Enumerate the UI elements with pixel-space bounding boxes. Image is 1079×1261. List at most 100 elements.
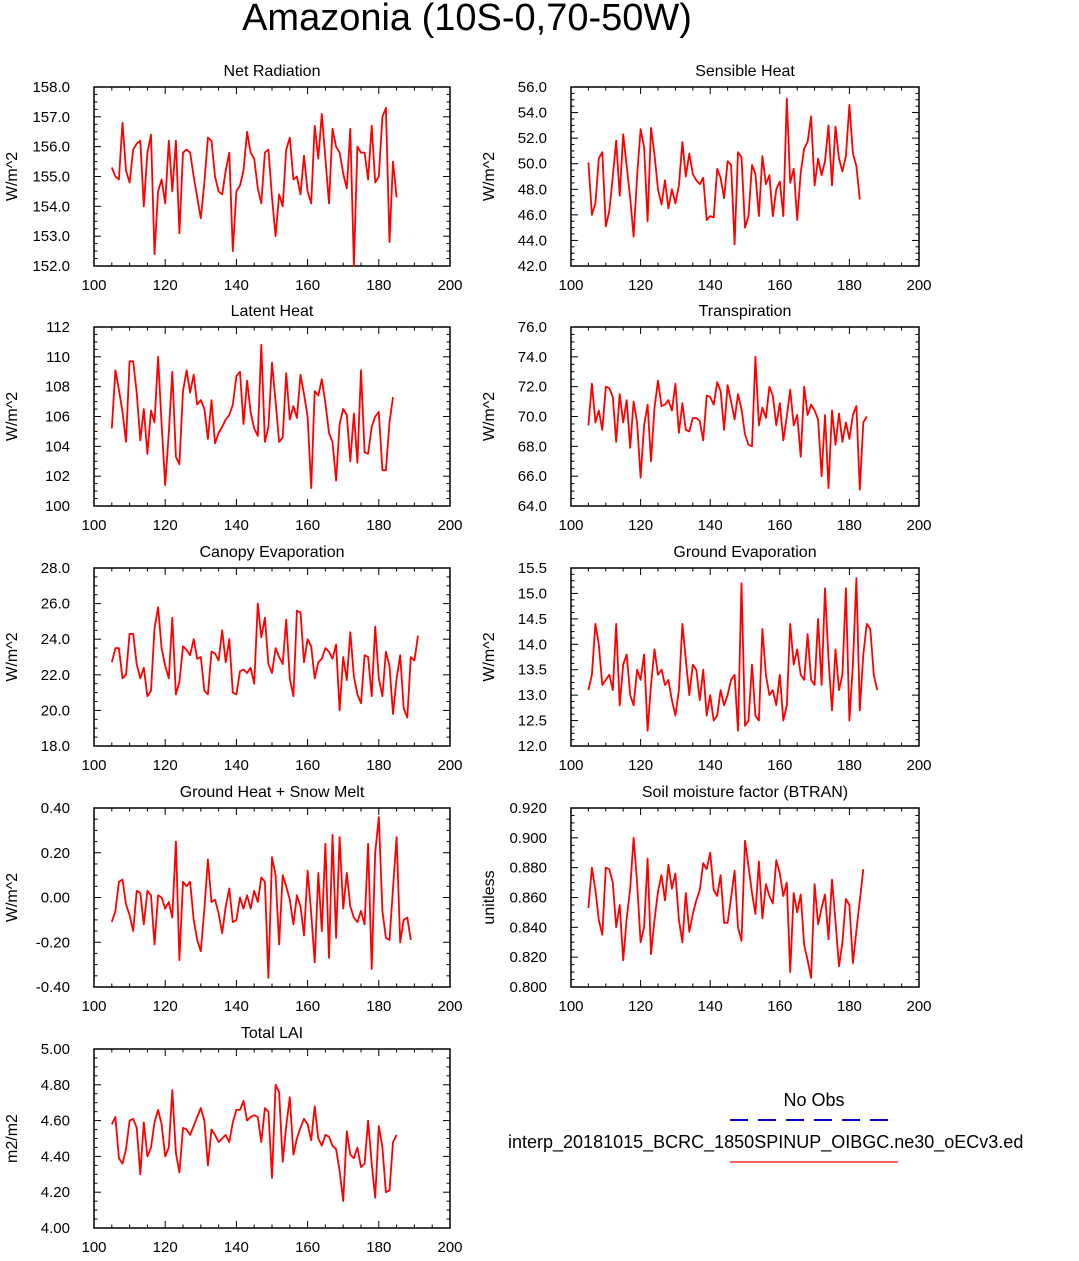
y-tick-label: 0.20 (41, 845, 70, 862)
y-tick-label: 157.0 (32, 109, 70, 126)
x-tick-label: 120 (628, 757, 653, 774)
x-tick-label: 180 (837, 998, 862, 1015)
series-line (110, 1083, 398, 1202)
y-axis-label: W/m^2 (481, 632, 498, 681)
y-axis-label: m2/m2 (4, 1114, 21, 1163)
y-tick-label: 15.0 (518, 585, 547, 602)
y-tick-label: 0.900 (509, 830, 547, 847)
y-tick-label: 158.0 (32, 79, 70, 96)
y-tick-label: 46.0 (518, 207, 547, 224)
y-tick-label: 72.0 (518, 379, 547, 396)
y-tick-label: 42.0 (518, 258, 547, 275)
y-tick-label: 4.20 (41, 1184, 70, 1201)
y-tick-label: 152.0 (32, 258, 70, 275)
series-line (110, 343, 394, 490)
y-tick-label: 0.40 (41, 800, 70, 817)
x-tick-label: 160 (295, 517, 320, 534)
x-tick-label: 160 (767, 517, 792, 534)
y-tick-label: 66.0 (518, 468, 547, 485)
x-tick-label: 100 (81, 998, 106, 1015)
x-tick-label: 200 (906, 998, 931, 1015)
y-tick-label: 64.0 (518, 498, 547, 515)
x-tick-label: 180 (837, 517, 862, 534)
x-tick-label: 180 (366, 757, 391, 774)
x-tick-label: 140 (224, 1239, 249, 1256)
plot-frame (93, 1048, 451, 1229)
y-tick-label: 52.0 (518, 130, 547, 147)
y-tick-label: 106 (45, 409, 70, 426)
x-tick-label: 140 (224, 517, 249, 534)
series-line (587, 355, 868, 491)
legend: No Obs interp_20181015_BCRC_1850SPINUP_O… (508, 1090, 1023, 1163)
y-tick-label: 0.840 (509, 919, 547, 936)
x-tick-label: 140 (698, 757, 723, 774)
panel-title: Soil moisture factor (BTRAN) (642, 784, 848, 801)
y-axis-label: W/m^2 (4, 873, 21, 922)
y-tick-label: 24.0 (41, 631, 70, 648)
y-axis-label: W/m^2 (4, 632, 21, 681)
y-axis-label: W/m^2 (481, 392, 498, 441)
x-tick-label: 160 (295, 1239, 320, 1256)
y-tick-label: 155.0 (32, 169, 70, 186)
x-tick-label: 120 (153, 1239, 178, 1256)
y-tick-label: 154.0 (32, 198, 70, 215)
y-tick-label: 112 (46, 319, 70, 336)
series-line (110, 107, 398, 267)
y-tick-label: 18.0 (41, 738, 70, 755)
y-tick-label: 0.800 (509, 979, 547, 996)
x-tick-label: 120 (153, 277, 178, 294)
y-tick-label: 13.0 (518, 687, 547, 704)
panel-transpiration: 100 120 140 160 180 200 64.0 66.0 68.0 70.0 72.0 74… (481, 303, 932, 534)
y-tick-label: 110 (46, 349, 70, 366)
x-tick-label: 200 (906, 277, 931, 294)
y-tick-label: 4.40 (41, 1148, 70, 1165)
y-tick-label: 54.0 (518, 105, 547, 122)
panel-sensible-heat: 100 120 140 160 180 200 42.0 44.0 46.0 48.0 50.0 52… (481, 63, 932, 294)
x-tick-label: 200 (437, 517, 462, 534)
x-tick-label: 120 (153, 517, 178, 534)
plot-frame (93, 567, 451, 747)
x-tick-label: 100 (81, 1239, 106, 1256)
x-tick-label: 100 (81, 517, 106, 534)
y-tick-label: 0.920 (509, 800, 547, 817)
x-tick-label: 120 (153, 998, 178, 1015)
y-tick-label: 20.0 (41, 702, 70, 719)
panel-title: Sensible Heat (695, 63, 795, 80)
panel-title: Total LAI (241, 1025, 303, 1042)
x-tick-label: 140 (224, 998, 249, 1015)
y-tick-label: 5.00 (41, 1041, 70, 1058)
y-tick-label: 4.00 (41, 1220, 70, 1237)
y-tick-label: 0.820 (509, 949, 547, 966)
x-tick-label: 180 (366, 1239, 391, 1256)
panel-soil-moisture-factor-btran: 100 120 140 160 180 200 0.800 0.820 0.840 0.860 0.… (481, 784, 932, 1015)
x-tick-label: 160 (767, 998, 792, 1015)
panel-title: Transpiration (699, 303, 792, 320)
x-tick-label: 180 (366, 517, 391, 534)
x-tick-label: 140 (698, 277, 723, 294)
y-tick-label: 44.0 (518, 232, 547, 249)
x-tick-label: 180 (366, 998, 391, 1015)
y-tick-label: 4.60 (41, 1113, 70, 1130)
panel-title: Latent Heat (231, 303, 314, 320)
panel-latent-heat: 100 120 140 160 180 200 100 102 104 106 108 110 112 L… (4, 303, 463, 534)
x-tick-label: 120 (153, 757, 178, 774)
y-tick-label: 0.00 (41, 890, 70, 907)
y-tick-label: 74.0 (518, 349, 547, 366)
x-tick-label: 100 (558, 757, 583, 774)
x-tick-label: 200 (437, 998, 462, 1015)
x-tick-label: 100 (558, 998, 583, 1015)
y-tick-label: 26.0 (41, 596, 70, 613)
x-tick-label: 160 (767, 277, 792, 294)
panel-net-radiation: 100 120 140 160 180 200 152.0 153.0 154.0 155.0 15… (4, 63, 463, 294)
x-tick-label: 180 (837, 277, 862, 294)
x-tick-label: 160 (295, 757, 320, 774)
y-tick-label: -0.20 (36, 934, 70, 951)
legend-obs-label: No Obs (783, 1090, 844, 1110)
y-tick-label: 14.5 (518, 611, 547, 628)
plot-frame (93, 326, 451, 507)
y-tick-label: 0.880 (509, 860, 547, 877)
y-tick-label: -0.40 (36, 979, 70, 996)
x-tick-label: 200 (437, 1239, 462, 1256)
y-tick-label: 104 (45, 438, 70, 455)
series-line (110, 816, 412, 979)
